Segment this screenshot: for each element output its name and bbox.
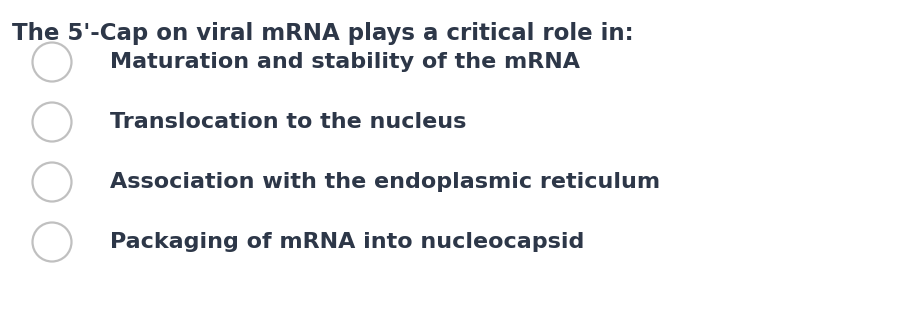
Text: Association with the endoplasmic reticulum: Association with the endoplasmic reticul… [110, 172, 660, 192]
Text: The 5'-Cap on viral mRNA plays a critical role in:: The 5'-Cap on viral mRNA plays a critica… [12, 22, 633, 45]
Text: Packaging of mRNA into nucleocapsid: Packaging of mRNA into nucleocapsid [110, 232, 584, 252]
Text: Maturation and stability of the mRNA: Maturation and stability of the mRNA [110, 52, 579, 72]
Text: Translocation to the nucleus: Translocation to the nucleus [110, 112, 466, 132]
